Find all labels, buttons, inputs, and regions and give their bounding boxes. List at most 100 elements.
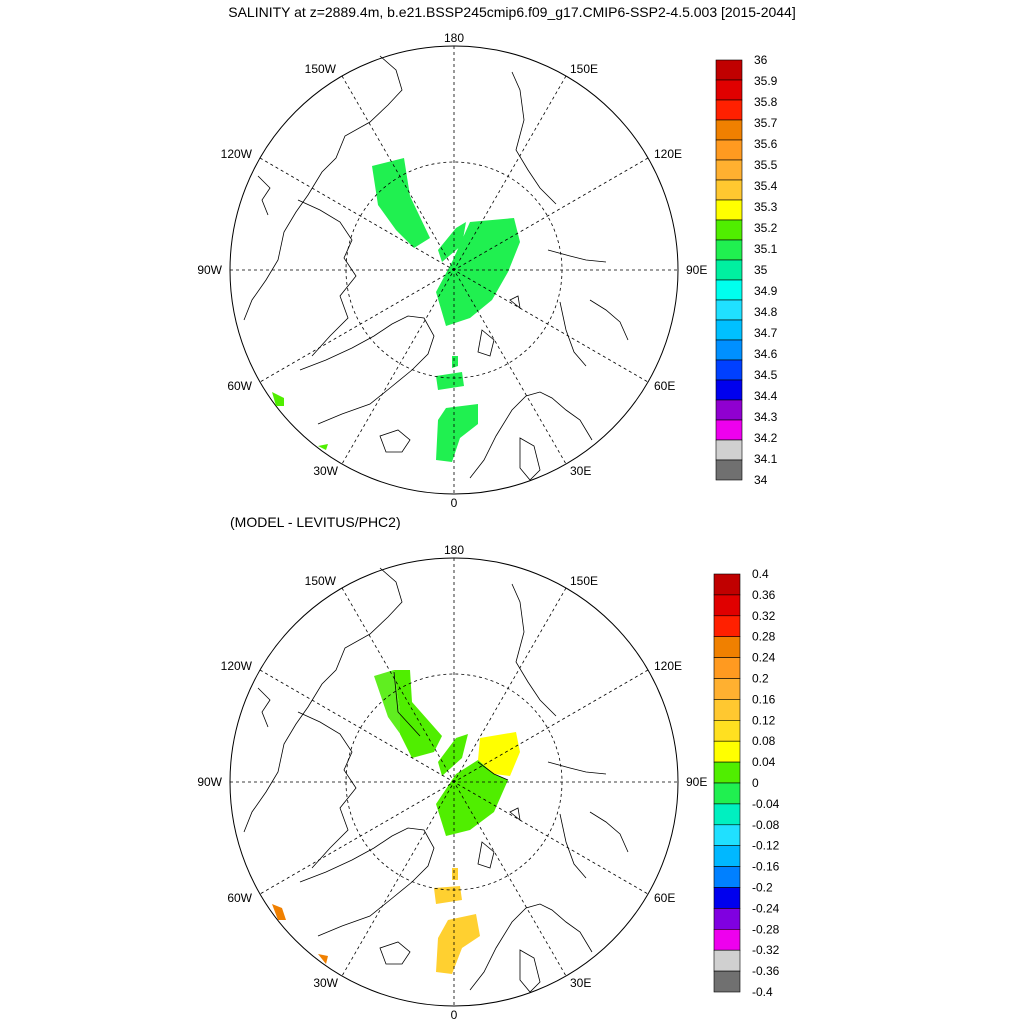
difference-colorbar-tick-label: -0.16 (752, 860, 780, 874)
salinity-colorbar-box (715, 239, 743, 261)
salinity-colorbar-tick-label: 34.2 (754, 431, 778, 445)
salinity-colorbar-tick-label: 35.4 (754, 179, 778, 193)
longitude-labels: 180 0 90W 90E 150W 120W 150E 120E 60W 30… (197, 543, 707, 1022)
difference-colorbar-tick-label: 0.04 (752, 755, 776, 769)
salinity-colorbar-tick-label: 34.1 (754, 452, 778, 466)
salinity-colorbar-tick-label: 34.5 (754, 368, 778, 382)
salinity-colorbar-box (715, 459, 743, 481)
salinity-colorbar-box (715, 219, 743, 241)
difference-colorbar-tick-label: 0 (752, 776, 759, 790)
salinity-colorbar-box (715, 339, 743, 361)
difference-colorbar-box (713, 657, 741, 679)
difference-colorbar-box (713, 887, 741, 909)
difference-colorbar-tick-label: -0.32 (752, 943, 780, 957)
difference-colorbar-tick-label: -0.36 (752, 964, 780, 978)
difference-colorbar-tick-label: -0.24 (752, 901, 780, 915)
salinity-field (272, 158, 520, 462)
longitude-labels: 180 0 90W 90E 150W 120W 150E 120E 60W 30… (197, 31, 707, 510)
diff-patch-yellow (478, 732, 520, 776)
difference-colorbar-tick-label: -0.04 (752, 797, 780, 811)
coastlines (243, 55, 629, 481)
difference-colorbar-box (713, 740, 741, 763)
field-patch-central-arctic (436, 218, 520, 326)
salinity-colorbar-box (715, 279, 743, 301)
difference-colorbar-box (713, 594, 741, 617)
lon-label-120e: 120E (654, 147, 682, 161)
difference-colorbar: 0.4 0.36 0.32 0.28 0.24 0.2 0.16 0.12 0.08 0.04 0 -… (713, 567, 780, 999)
difference-colorbar-box (713, 761, 741, 784)
field-patch-small (438, 222, 466, 262)
lon-label-150w: 150W (305, 62, 337, 76)
salinity-colorbar-box (715, 179, 743, 201)
difference-colorbar-box (713, 866, 741, 888)
graticule (230, 558, 678, 1006)
lon-label-150w: 150W (305, 574, 337, 588)
lon-label-60e: 60E (654, 379, 675, 393)
salinity-colorbar-box (715, 259, 743, 281)
lon-label-150e: 150E (570, 62, 598, 76)
salinity-polar-map: 180 0 90W 90E 150W 120W 150E 120E 60W 30… (197, 31, 778, 510)
salinity-colorbar: 36 35.9 35.8 35.7 35.6 35.5 35.4 35.3 35.2 35.1 35… (715, 53, 778, 487)
salinity-colorbar-tick-label: 35.1 (754, 242, 778, 256)
field-patch-sw1 (272, 392, 284, 406)
difference-colorbar-tick-label: 0.12 (752, 713, 776, 727)
difference-title: (MODEL - LEVITUS/PHC2) (230, 514, 401, 530)
salinity-colorbar-box (715, 79, 743, 101)
difference-colorbar-box (713, 803, 741, 826)
salinity-colorbar-box (715, 419, 743, 441)
field-patch-fram (436, 372, 464, 390)
difference-colorbar-box (713, 970, 741, 993)
difference-colorbar-box (713, 782, 741, 805)
field-patch-sw2 (318, 444, 328, 450)
salinity-colorbar-box (715, 399, 743, 421)
lon-label-30w: 30W (313, 464, 338, 478)
diff-patch-canada-east (394, 670, 442, 758)
salinity-colorbar-tick-label: 35.2 (754, 221, 778, 235)
salinity-colorbar-tick-label: 35.8 (754, 95, 778, 109)
difference-colorbar-tick-label: 0.36 (752, 588, 776, 602)
difference-colorbar-box (713, 720, 741, 742)
salinity-colorbar-box (715, 199, 743, 221)
lon-label-180: 180 (444, 543, 464, 557)
graticule (230, 46, 678, 494)
salinity-colorbar-tick-label: 35.5 (754, 158, 778, 172)
difference-colorbar-box (713, 573, 741, 596)
lon-label-0: 0 (451, 496, 458, 510)
salinity-colorbar-box (715, 99, 743, 121)
lon-label-90w: 90W (197, 775, 222, 789)
diff-patch-sw1 (272, 904, 286, 920)
diff-patch-norwegian (436, 914, 480, 974)
salinity-colorbar-box (715, 159, 743, 181)
diff-patch-sw2 (318, 954, 328, 964)
salinity-colorbar-tick-label: 35.3 (754, 200, 778, 214)
lon-label-60w: 60W (227, 891, 252, 905)
salinity-colorbar-tick-label: 34.4 (754, 389, 778, 403)
lon-label-60e: 60E (654, 891, 675, 905)
field-patch-canada-basin (372, 158, 430, 248)
lon-label-0: 0 (451, 1008, 458, 1022)
salinity-colorbar-box (715, 379, 743, 401)
lon-label-30w: 30W (313, 976, 338, 990)
difference-colorbar-tick-label: 0.32 (752, 609, 776, 623)
difference-colorbar-box (713, 678, 741, 700)
difference-colorbar-tick-label: 0.16 (752, 692, 776, 706)
lon-label-120e: 120E (654, 659, 682, 673)
difference-colorbar-box (713, 636, 741, 658)
difference-colorbar-tick-label: 0.2 (752, 672, 769, 686)
difference-colorbar-box (713, 824, 741, 846)
salinity-colorbar-box (715, 299, 743, 321)
salinity-colorbar-tick-label: 34.9 (754, 284, 778, 298)
difference-colorbar-tick-label: -0.2 (752, 881, 773, 895)
lon-label-60w: 60W (227, 379, 252, 393)
diff-patch-tiny (452, 868, 458, 880)
salinity-colorbar-box (715, 439, 743, 461)
salinity-colorbar-box (715, 359, 743, 381)
lon-label-90e: 90E (686, 263, 707, 277)
salinity-colorbar-tick-label: 35.9 (754, 74, 778, 88)
difference-colorbar-box (713, 949, 741, 972)
difference-colorbar-box (713, 908, 741, 930)
salinity-colorbar-tick-label: 35.6 (754, 137, 778, 151)
salinity-colorbar-box (715, 319, 743, 341)
salinity-colorbar-box (715, 59, 743, 81)
difference-colorbar-tick-label: 0.08 (752, 734, 776, 748)
